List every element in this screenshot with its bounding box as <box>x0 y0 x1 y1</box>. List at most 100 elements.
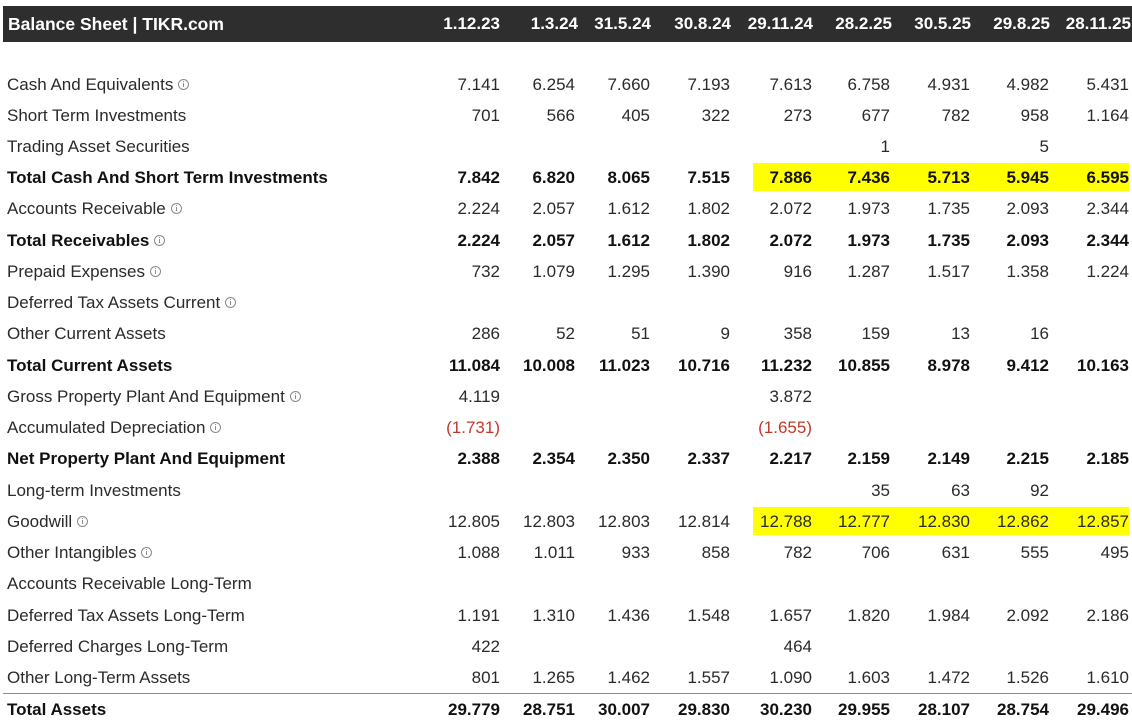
cell-value: 13 <box>951 324 970 343</box>
cell-value: 555 <box>1020 543 1049 562</box>
cell-value: 1.310 <box>532 606 575 625</box>
cell-value: 2.186 <box>1086 606 1129 625</box>
info-circle-icon[interactable] <box>225 297 237 309</box>
cell-value: 782 <box>783 543 812 562</box>
cell-value: 2.057 <box>532 231 575 250</box>
row-label-text: Deferred Charges Long-Term <box>7 637 229 656</box>
row-label-text: Deferred Tax Assets Long-Term <box>7 606 245 625</box>
cell-value: 8.978 <box>927 356 970 375</box>
row-label: Accounts Receivable <box>7 193 182 224</box>
table-row: Total Current Assets 11.084 10.008 11.023 10… <box>0 350 1132 381</box>
cell-value: 92 <box>1030 481 1049 500</box>
cell-value: 2.388 <box>457 449 500 468</box>
cell-value: 12.788 <box>760 512 812 531</box>
cell-value: 286 <box>471 324 500 343</box>
row-label: Total Receivables <box>7 225 166 256</box>
cell-value: 11.232 <box>760 356 812 375</box>
highlight-band <box>753 163 1129 191</box>
cell-value: 566 <box>546 106 575 125</box>
cell-value: 2.159 <box>847 449 890 468</box>
cell-value: 495 <box>1100 543 1129 562</box>
row-label: Total Assets <box>7 694 106 725</box>
column-header: 31.5.24 <box>594 14 651 33</box>
info-circle-icon[interactable] <box>178 79 190 91</box>
cell-value: 1.164 <box>1086 106 1129 125</box>
row-label: Net Property Plant And Equipment <box>7 443 285 474</box>
cell-value: 5 <box>1039 137 1049 156</box>
row-label-text: Other Intangibles <box>7 543 137 562</box>
info-circle-icon[interactable] <box>77 516 89 528</box>
row-label: Accumulated Depreciation <box>7 412 222 443</box>
cell-value: 2.057 <box>532 199 575 218</box>
cell-value: 12.805 <box>448 512 500 531</box>
row-label-text: Trading Asset Securities <box>7 137 190 156</box>
highlight-band <box>753 507 1129 535</box>
row-label-text: Short Term Investments <box>7 106 187 125</box>
cell-value: 12.777 <box>838 512 890 531</box>
row-label-text: Total Receivables <box>7 231 150 250</box>
row-label: Deferred Tax Assets Current <box>7 287 237 318</box>
column-header: 28.11.25 <box>1065 14 1131 33</box>
cell-value: 322 <box>701 106 730 125</box>
total-divider <box>3 693 1132 694</box>
row-label-text: Goodwill <box>7 512 73 531</box>
row-label-text: Accounts Receivable Long-Term <box>7 574 252 593</box>
cell-value: 1.984 <box>927 606 970 625</box>
cell-value: 28.107 <box>918 700 970 719</box>
cell-value: 29.830 <box>678 700 730 719</box>
cell-value: 706 <box>861 543 890 562</box>
cell-value: 3.872 <box>769 387 812 406</box>
row-label: Long-term Investments <box>7 475 181 506</box>
table-row: Other Long-Term Assets 801 1.265 1.462 1.557… <box>0 662 1132 693</box>
info-circle-icon[interactable] <box>170 203 182 215</box>
cell-value: 422 <box>471 637 500 656</box>
table-row: Deferred Charges Long-Term 422 464 <box>0 631 1132 662</box>
cell-value: 2.149 <box>927 449 970 468</box>
cell-value: 6.254 <box>532 75 575 94</box>
cell-value: 1.973 <box>847 199 890 218</box>
info-circle-icon[interactable] <box>149 266 161 278</box>
cell-value: 6.595 <box>1086 168 1129 187</box>
cell-value: 6.820 <box>532 168 575 187</box>
cell-value: 10.163 <box>1077 356 1129 375</box>
cell-value: 7.613 <box>769 75 812 94</box>
cell-value: 2.354 <box>532 449 575 468</box>
cell-value: 8.065 <box>607 168 650 187</box>
cell-value: 29.779 <box>448 700 500 719</box>
info-circle-icon[interactable] <box>289 391 301 403</box>
cell-value: 701 <box>471 106 500 125</box>
info-circle-icon[interactable] <box>141 547 153 559</box>
row-label: Other Intangibles <box>7 537 153 568</box>
table-row: Other Intangibles 1.088 1.011 933 858 782 706 6… <box>0 537 1132 568</box>
cell-value: 12.814 <box>678 512 730 531</box>
row-label: Deferred Charges Long-Term <box>7 631 228 662</box>
cell-value: 1.295 <box>607 262 650 281</box>
info-circle-icon[interactable] <box>210 422 222 434</box>
table-row: Total Assets 29.779 28.751 30.007 29.830 30.2… <box>0 694 1132 725</box>
cell-value: 1.090 <box>769 668 812 687</box>
cell-value: 2.093 <box>1006 231 1049 250</box>
cell-value: 1.610 <box>1086 668 1129 687</box>
row-label-text: Prepaid Expenses <box>7 262 145 281</box>
cell-value: 405 <box>621 106 650 125</box>
cell-value: 5.713 <box>927 168 970 187</box>
cell-value: 1.735 <box>927 231 970 250</box>
cell-value: 7.141 <box>457 75 500 94</box>
row-label-text: Accumulated Depreciation <box>7 418 206 437</box>
cell-value: 2.215 <box>1006 449 1049 468</box>
cell-value: 12.857 <box>1077 512 1129 531</box>
info-circle-icon[interactable] <box>154 235 166 247</box>
cell-value: 2.093 <box>1006 199 1049 218</box>
cell-value: 1.224 <box>1086 262 1129 281</box>
cell-value: (1.655) <box>758 418 812 437</box>
cell-value: 1.436 <box>607 606 650 625</box>
cell-value: 631 <box>941 543 970 562</box>
cell-value: 677 <box>861 106 890 125</box>
cell-value: 9.412 <box>1006 356 1049 375</box>
table-row: Short Term Investments 701 566 405 322 273 677… <box>0 100 1132 131</box>
cell-value: 1.079 <box>532 262 575 281</box>
cell-value: 10.855 <box>838 356 890 375</box>
table-row: Total Receivables 2.224 2.057 1.612 1.802 2.0… <box>0 225 1132 256</box>
cell-value: 2.344 <box>1086 199 1129 218</box>
